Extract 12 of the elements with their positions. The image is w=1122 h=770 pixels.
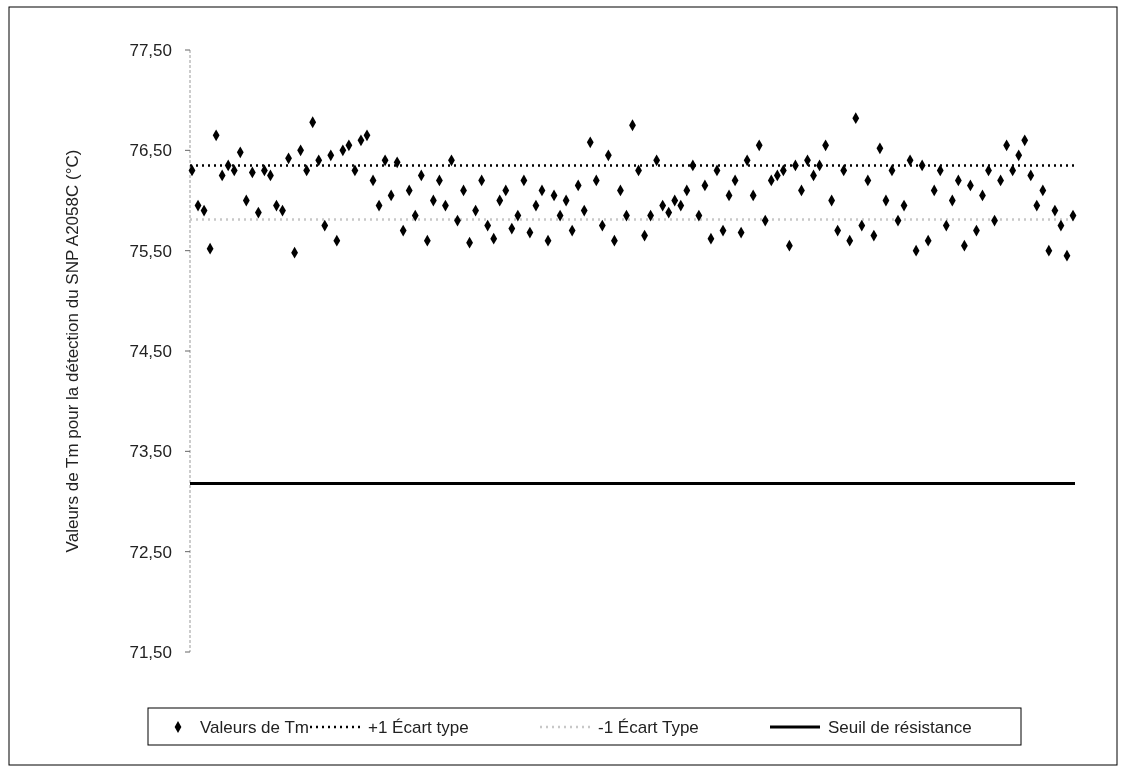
y-tick-label: 72,50 (129, 542, 172, 562)
y-tick-label: 76,50 (129, 141, 172, 161)
y-tick-label: 73,50 (129, 442, 172, 462)
y-tick-label: 75,50 (129, 241, 172, 261)
legend-label: +1 Écart type (368, 717, 469, 737)
y-tick-label: 71,50 (129, 642, 172, 662)
y-tick-label: 74,50 (129, 341, 172, 361)
legend-label: Valeurs de Tm (200, 717, 309, 737)
y-tick-label: 77,50 (129, 40, 172, 60)
legend-label: -1 Écart Type (598, 717, 699, 737)
legend-label: Seuil de résistance (828, 717, 972, 737)
y-axis-title: Valeurs de Tm pour la détection du SNP A2058C (°C) (63, 149, 82, 553)
